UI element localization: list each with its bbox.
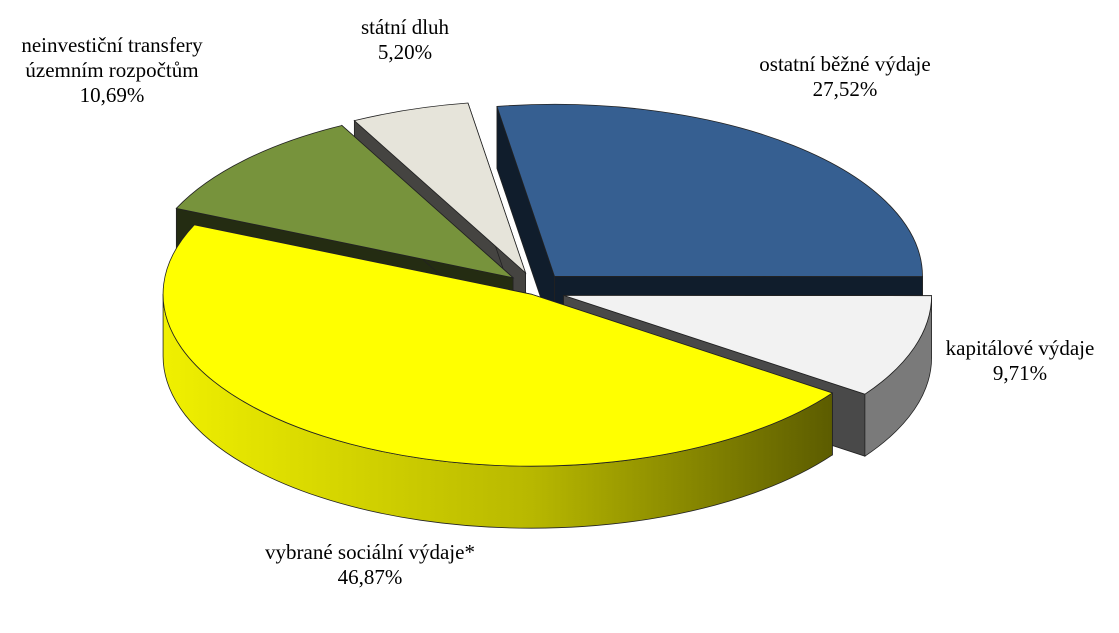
- category-label: státní dluh: [360, 15, 450, 39]
- data-label: neinvestiční transfery územním rozpočtům…: [12, 33, 212, 108]
- value-label: 9,71%: [992, 361, 1048, 385]
- category-label: ostatní běžné výdaje: [759, 52, 931, 76]
- data-label: kapitálové výdaje 9,71%: [920, 336, 1119, 386]
- slice: [162, 224, 834, 529]
- data-label: státní dluh 5,20%: [330, 15, 480, 65]
- value-label: 10,69%: [79, 83, 145, 107]
- slice-top: [162, 224, 834, 467]
- value-label: 27,52%: [812, 77, 878, 101]
- category-label: vybrané sociální výdaje*: [265, 540, 475, 564]
- category-label: kapitálové výdaje: [945, 336, 1095, 360]
- slice-top: [563, 295, 933, 395]
- value-label: 5,20%: [377, 40, 433, 64]
- category-label: neinvestiční transfery územním rozpočtům: [21, 33, 203, 82]
- slice-top: [175, 125, 515, 279]
- data-label: ostatní běžné výdaje 27,52%: [715, 52, 975, 102]
- slice-top: [496, 103, 923, 277]
- slice-top: [353, 102, 527, 275]
- data-label: vybrané sociální výdaje* 46,87%: [260, 540, 480, 590]
- value-label: 46,87%: [337, 565, 403, 589]
